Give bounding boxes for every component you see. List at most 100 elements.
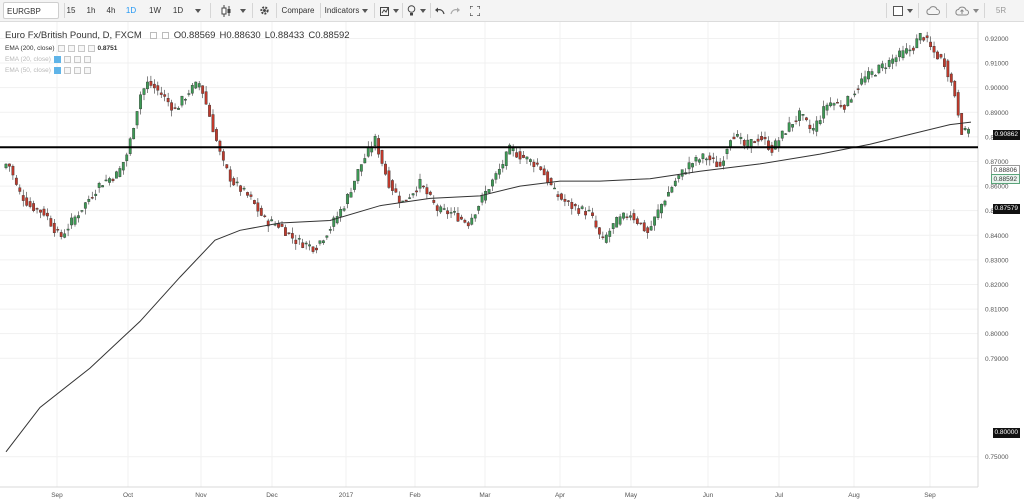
indicators-button[interactable]: Indicators <box>324 6 360 15</box>
time-tick-label: Feb <box>409 492 421 499</box>
settings-button[interactable] <box>256 2 272 19</box>
candle-down <box>808 124 812 129</box>
undo-button[interactable] <box>434 2 446 19</box>
interval-1w-button[interactable]: 1W <box>149 6 161 15</box>
candle-down <box>953 80 957 97</box>
candle-up <box>484 191 487 201</box>
interval-1d-alt-button[interactable]: 1D <box>172 6 184 15</box>
toolbar-separator <box>64 3 65 18</box>
candle-up <box>825 104 829 111</box>
candle-up <box>780 130 784 139</box>
candle-up <box>449 212 453 214</box>
candle-down <box>960 113 964 135</box>
candle-up <box>687 162 691 170</box>
layout-dropdown[interactable] <box>906 2 914 19</box>
legend-toggle[interactable] <box>149 31 157 39</box>
candle-up <box>101 185 105 188</box>
candle-up <box>80 210 84 212</box>
legend-toggle[interactable] <box>161 31 169 39</box>
cloud-dropdown[interactable] <box>972 2 980 19</box>
candle-up <box>787 122 791 132</box>
indicator-eye-icon[interactable] <box>53 66 61 74</box>
indicator-eye-icon[interactable] <box>57 44 65 52</box>
chevron-down-icon <box>393 8 399 13</box>
indicator-settings-icon[interactable] <box>63 55 71 63</box>
more-intervals-button[interactable] <box>191 2 205 19</box>
indicator-close-icon[interactable] <box>83 55 91 63</box>
candle-up <box>118 168 122 177</box>
templates-dropdown[interactable] <box>392 2 400 19</box>
candle-down <box>28 201 32 207</box>
price-tick-label: 0.90000 <box>985 85 1009 92</box>
symbol-input[interactable]: EURGBP <box>3 2 59 19</box>
candle-up <box>487 189 491 193</box>
candle-down <box>760 136 763 141</box>
cloud-save-button[interactable] <box>953 2 971 19</box>
candle-up <box>673 180 677 186</box>
lightbulb-icon <box>407 5 415 16</box>
candle-down <box>415 190 418 193</box>
indicator-eye-icon[interactable] <box>53 55 61 63</box>
indicators-dropdown[interactable] <box>360 2 370 19</box>
layout-button[interactable] <box>891 2 905 19</box>
low-value: 0.88433 <box>269 29 305 41</box>
candle-up <box>822 106 826 119</box>
indicator-close-icon[interactable] <box>83 66 91 74</box>
candle-down <box>943 58 946 67</box>
candle-style-button[interactable] <box>218 2 234 19</box>
legend-indicator-ema50[interactable]: EMA (50, close) <box>5 65 350 75</box>
price-chart[interactable]: 0.920000.910000.900000.890000.880000.870… <box>0 22 1024 501</box>
candle-down <box>221 151 225 161</box>
candle-up <box>791 124 795 128</box>
candle-down <box>456 213 460 222</box>
indicator-format-icon[interactable] <box>77 44 85 52</box>
candle-up <box>121 162 125 171</box>
candle-up <box>611 223 615 229</box>
snapshot-button[interactable]: 5R <box>995 6 1007 15</box>
indicator-close-icon[interactable] <box>87 44 95 52</box>
candle-down <box>311 246 315 252</box>
candle-up <box>777 140 781 148</box>
interval-4h-button[interactable]: 4h <box>106 6 116 15</box>
fullscreen-button[interactable] <box>468 2 482 19</box>
redo-button[interactable] <box>449 2 461 19</box>
indicator-settings-icon[interactable] <box>67 44 75 52</box>
interval-15m-button[interactable]: 15 <box>66 6 76 15</box>
time-tick-label: Mar <box>479 492 491 499</box>
legend-indicator-ema200[interactable]: EMA (200, close) 0.8751 <box>5 43 350 53</box>
indicator-label: EMA (200, close) <box>5 44 55 52</box>
templates-button[interactable] <box>378 2 392 19</box>
candle-down <box>642 222 646 232</box>
candle-down <box>228 169 232 182</box>
candle-up <box>359 164 363 172</box>
candle-down <box>425 187 429 195</box>
cloud-load-button[interactable] <box>924 2 942 19</box>
candle-down <box>163 94 167 97</box>
candle-up <box>480 194 484 203</box>
candle-down <box>211 114 215 133</box>
time-tick-label: Apr <box>555 492 566 499</box>
alert-button[interactable] <box>405 2 417 19</box>
candle-down <box>763 137 767 140</box>
interval-1d-button[interactable]: 1D <box>125 6 137 15</box>
candle-down <box>932 46 936 53</box>
candle-up <box>453 211 456 213</box>
indicator-settings-icon[interactable] <box>63 66 71 74</box>
candle-up <box>677 175 681 179</box>
interval-1h-button[interactable]: 1h <box>86 6 96 15</box>
indicator-format-icon[interactable] <box>73 55 81 63</box>
alert-dropdown[interactable] <box>419 2 427 19</box>
candle-down <box>173 107 177 109</box>
candlestick-icon <box>221 4 231 17</box>
candle-style-dropdown[interactable] <box>238 2 248 19</box>
candle-up <box>653 216 657 226</box>
candle-down <box>8 163 11 167</box>
candle-up <box>346 194 349 205</box>
candle-down <box>805 117 808 121</box>
legend-indicator-ema20[interactable]: EMA (20, close) <box>5 54 350 64</box>
candle-down <box>718 161 722 167</box>
compare-button[interactable]: Compare <box>281 6 315 15</box>
candle-down <box>753 141 757 144</box>
price-tick-label: 0.87000 <box>985 159 1009 166</box>
indicator-format-icon[interactable] <box>73 66 81 74</box>
